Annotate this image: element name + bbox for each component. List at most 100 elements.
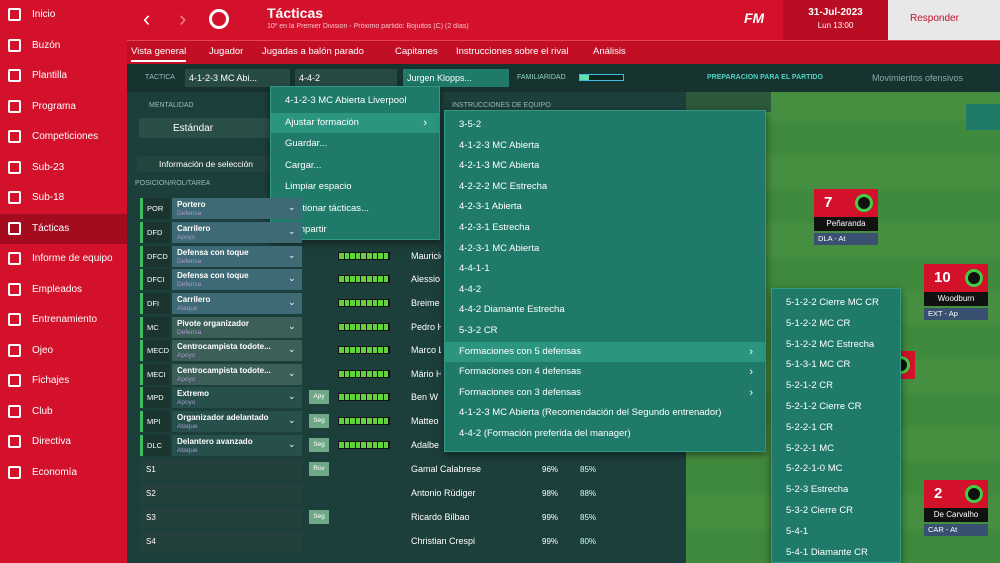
tab[interactable]: Jugador bbox=[209, 46, 244, 57]
menu-item[interactable]: Compartir bbox=[271, 220, 439, 239]
player-name[interactable]: Marco L bbox=[411, 345, 441, 355]
role-cell[interactable]: Carrilero Apoyo ⌄ bbox=[172, 222, 302, 243]
nav-item[interactable]: Programa bbox=[0, 92, 127, 122]
role-cell[interactable]: Delantero avanzado Ataque ⌄ bbox=[172, 435, 302, 456]
menu-item[interactable]: Ajustar formación › bbox=[271, 112, 439, 134]
menu-item[interactable]: Cargar... bbox=[271, 156, 439, 177]
menu-item[interactable]: 5-4-1 Diamante CR bbox=[772, 543, 900, 562]
player-name[interactable]: Adalbe bbox=[411, 440, 440, 450]
menu-item[interactable]: 4-2-3-1 Abierta bbox=[445, 197, 765, 218]
nav-item[interactable]: Competiciones bbox=[0, 122, 127, 152]
mentality-select[interactable]: Estándar bbox=[139, 118, 274, 138]
nav-item[interactable]: Sub-23 bbox=[0, 153, 127, 183]
menu-item[interactable]: 5-3-2 CR bbox=[445, 321, 765, 342]
player-name[interactable]: Gamal Calabrese bbox=[411, 464, 482, 474]
role-cell[interactable]: Carrilero Ataque ⌄ bbox=[172, 293, 302, 314]
reply-button[interactable]: Responder bbox=[888, 0, 1000, 40]
selection-info[interactable]: Información de selección bbox=[137, 156, 297, 172]
menu-item[interactable]: 5-4-1 bbox=[772, 522, 900, 543]
role-select[interactable]: CAR - At bbox=[924, 524, 988, 536]
nav-item[interactable]: Inicio bbox=[0, 0, 127, 30]
role-cell[interactable]: Extremo Apoyo ⌄ bbox=[172, 387, 302, 408]
nav-item[interactable]: Fichajes bbox=[0, 366, 127, 396]
pitch-toggle[interactable] bbox=[966, 104, 1000, 130]
staff-select[interactable]: Jurgen Klopps... bbox=[403, 69, 509, 87]
movements-label[interactable]: Movimientos ofensivos bbox=[872, 73, 964, 83]
menu-item[interactable]: Formaciones con 5 defensas › bbox=[445, 341, 765, 363]
menu-item[interactable]: 4-4-2 bbox=[445, 280, 765, 301]
role-cell[interactable]: Defensa con toque Defensa ⌄ bbox=[172, 269, 302, 290]
role-cell[interactable]: Defensa con toque Defensa ⌄ bbox=[172, 246, 302, 267]
menu-item[interactable]: 5-2-3 Estrecha bbox=[772, 480, 900, 501]
back-arrow[interactable]: ‹ bbox=[143, 6, 151, 31]
nav-item[interactable]: Plantilla bbox=[0, 61, 127, 91]
forward-arrow[interactable]: › bbox=[179, 6, 187, 31]
player-name[interactable]: Mário H bbox=[411, 369, 441, 379]
preparation-label[interactable]: PREPARACIÓN PARA EL PARTIDO bbox=[707, 74, 823, 81]
player-name[interactable]: Pedro H bbox=[411, 322, 441, 332]
role-cell[interactable]: Centrocampista todote... Apoyo ⌄ bbox=[172, 364, 302, 385]
tab[interactable]: Capitanes bbox=[395, 46, 438, 57]
nav-item[interactable]: Empleados bbox=[0, 275, 127, 305]
menu-item[interactable]: Formaciones con 3 defensas › bbox=[445, 383, 765, 404]
menu-item[interactable]: 5-1-2-2 Cierre MC CR bbox=[772, 293, 900, 314]
menu-item[interactable]: 4-2-2-2 MC Estrecha bbox=[445, 177, 765, 198]
menu-item[interactable]: 4-2-3-1 MC Abierta bbox=[445, 239, 765, 260]
nav-item[interactable]: Informe de equipo bbox=[0, 244, 127, 274]
role-cell[interactable]: Pivote organizador Defensa ⌄ bbox=[172, 317, 302, 338]
menu-item[interactable]: Gestionar tácticas... bbox=[271, 199, 439, 220]
tab[interactable]: Análisis bbox=[593, 46, 626, 57]
player-name[interactable]: Ricardo Bilbao bbox=[411, 512, 470, 522]
menu-item[interactable]: 5-2-2-1 CR bbox=[772, 418, 900, 439]
fm-logo[interactable]: FM bbox=[744, 10, 765, 26]
sub-tag[interactable]: S2 bbox=[140, 483, 302, 504]
menu-item[interactable]: 5-2-1-2 Cierre CR bbox=[772, 397, 900, 418]
menu-item[interactable]: 5-2-2-1-0 MC bbox=[772, 459, 900, 480]
nav-item[interactable]: Economía bbox=[0, 458, 127, 488]
role-select[interactable]: EXT - Ap bbox=[924, 308, 988, 320]
menu-item[interactable]: 5-3-2 Cierre CR bbox=[772, 501, 900, 522]
nav-item[interactable]: Entrenamiento bbox=[0, 305, 127, 335]
player-name[interactable]: Breime bbox=[411, 298, 440, 308]
tab[interactable]: Instrucciones sobre el rival bbox=[456, 46, 569, 57]
menu-item[interactable]: 4-2-3-1 Estrecha bbox=[445, 218, 765, 239]
menu-item[interactable]: 5-1-3-1 MC CR bbox=[772, 355, 900, 376]
player-name[interactable]: Matteo bbox=[411, 416, 439, 426]
menu-item[interactable]: 5-2-2-1 MC bbox=[772, 439, 900, 460]
nav-item[interactable]: Sub-18 bbox=[0, 183, 127, 213]
menu-item[interactable]: 4-1-2-3 MC Abierta (Recomendación del Se… bbox=[445, 403, 765, 424]
tactic-select[interactable]: 4-1-2-3 MC Abi... bbox=[185, 69, 290, 87]
menu-item[interactable]: 5-1-2-2 MC Estrecha bbox=[772, 335, 900, 356]
menu-item[interactable]: 3-5-2 bbox=[445, 115, 765, 136]
sub-tag[interactable]: S3 bbox=[140, 507, 302, 528]
nav-item[interactable]: Club bbox=[0, 397, 127, 427]
player-name[interactable]: Ben W bbox=[411, 392, 439, 402]
menu-item[interactable]: 4-4-1-1 bbox=[445, 259, 765, 280]
role-cell[interactable]: Centrocampista todote... Apoyo ⌄ bbox=[172, 340, 302, 361]
player-card[interactable]: 7 Peñaranda DLA - At bbox=[814, 189, 878, 249]
menu-item[interactable]: 4-4-2 (Formación preferida del manager) bbox=[445, 424, 765, 445]
nav-item[interactable]: Buzón bbox=[0, 31, 127, 61]
nav-item[interactable]: Directiva bbox=[0, 427, 127, 457]
menu-item[interactable]: 5-1-2-2 MC CR bbox=[772, 314, 900, 335]
player-card[interactable]: 10 Woodburn EXT - Ap bbox=[924, 264, 988, 324]
menu-item[interactable]: 4-2-1-3 MC Abierta bbox=[445, 156, 765, 177]
tab[interactable]: Vista general bbox=[131, 46, 187, 62]
menu-item[interactable]: Guardar... bbox=[271, 134, 439, 155]
nav-item[interactable]: Ojeo bbox=[0, 336, 127, 366]
home-icon[interactable] bbox=[209, 9, 229, 29]
role-select[interactable]: DLA - At bbox=[814, 233, 878, 245]
player-name[interactable]: Christian Crespi bbox=[411, 536, 476, 546]
menu-item[interactable]: 4-1-2-3 MC Abierta bbox=[445, 136, 765, 157]
sub-tag[interactable]: S1 bbox=[140, 459, 302, 480]
menu-item[interactable]: 4-1-2-3 MC Abierta Liverpool bbox=[271, 91, 439, 112]
player-name[interactable]: Alessio bbox=[411, 274, 441, 284]
tab[interactable]: Jugadas a balón parado bbox=[262, 46, 364, 57]
menu-item[interactable]: 4-4-2 Diamante Estrecha bbox=[445, 300, 765, 321]
role-cell[interactable]: Portero Defensa ⌄ bbox=[172, 198, 302, 219]
player-name[interactable]: Mauricio bbox=[411, 251, 441, 261]
formation-select[interactable]: 4-4-2 bbox=[295, 69, 397, 87]
nav-item[interactable]: Tácticas bbox=[0, 213, 127, 244]
role-cell[interactable]: Organizador adelantado Ataque ⌄ bbox=[172, 411, 302, 432]
menu-item[interactable]: 5-2-1-2 CR bbox=[772, 376, 900, 397]
